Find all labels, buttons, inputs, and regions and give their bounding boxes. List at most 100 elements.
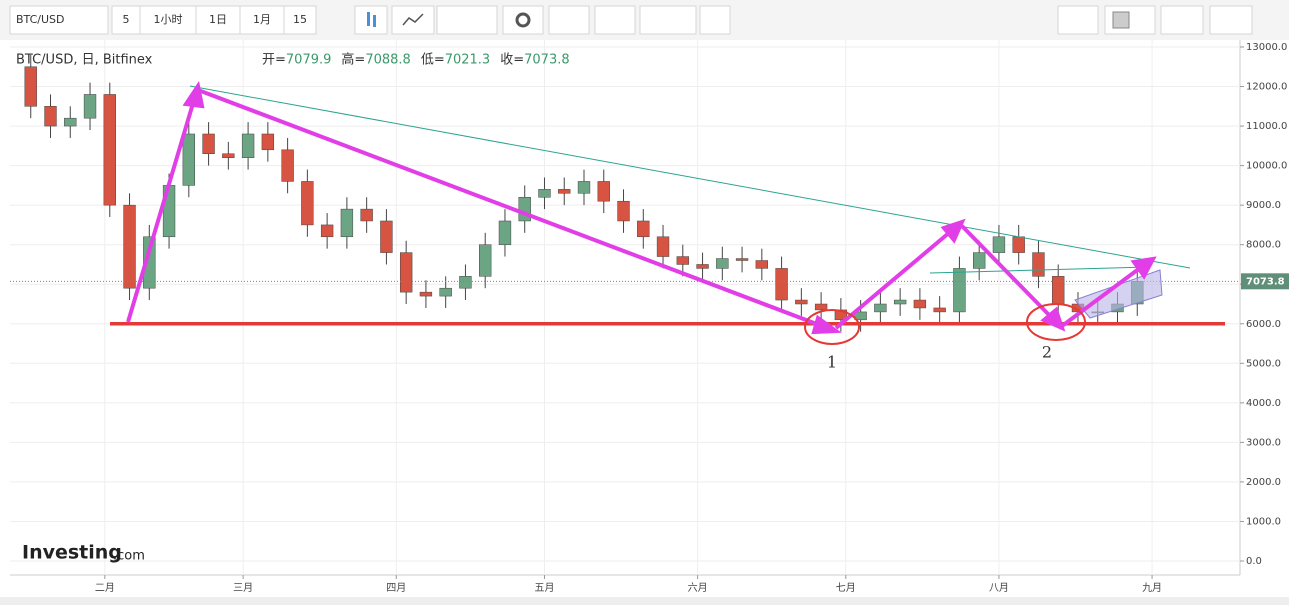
- candle-body: [597, 181, 610, 202]
- interval-button[interactable]: [111, 5, 141, 35]
- candle-body: [617, 200, 630, 222]
- ohlc-value: 7088.8: [365, 53, 411, 68]
- candle-body: [459, 276, 472, 289]
- undo-redo-button[interactable]: [639, 5, 697, 35]
- camera-button[interactable]: [1057, 5, 1099, 35]
- ohlc-value: 7079.9: [286, 53, 332, 68]
- candle-body: [814, 303, 828, 311]
- candle-body: [222, 153, 235, 158]
- x-tick-label: 九月: [1142, 582, 1162, 594]
- y-tick-label: 8000.0: [1246, 240, 1281, 251]
- interval: 5: [123, 13, 130, 26]
- symbol-box[interactable]: [9, 5, 109, 35]
- candle-body: [479, 244, 492, 277]
- interval-button[interactable]: [195, 5, 241, 35]
- logo-suffix: .com: [113, 549, 145, 564]
- last-price: 7073.8: [1246, 276, 1285, 287]
- candle-body: [340, 208, 354, 238]
- studies-button[interactable]: [548, 5, 590, 35]
- candle-body: [182, 133, 195, 186]
- y-tick-label: 13000.0: [1246, 42, 1287, 53]
- candle-body: [83, 94, 97, 119]
- x-tick-label: 五月: [534, 582, 554, 594]
- annotation: 1: [827, 353, 837, 372]
- candle-body: [261, 133, 275, 151]
- annotation: 2: [1042, 343, 1052, 362]
- candle-body: [893, 299, 907, 305]
- compare-button[interactable]: [594, 5, 636, 35]
- candle-body: [854, 311, 867, 321]
- chart-title: BTC/USD, 日, Bitfinex: [16, 53, 153, 68]
- chart-type-button[interactable]: [354, 5, 388, 35]
- candle-body: [775, 268, 788, 301]
- ohlc-value: 7021.3: [445, 53, 491, 68]
- y-tick-label: 1000.0: [1246, 516, 1281, 527]
- y-tick-label: 11000.0: [1246, 121, 1287, 132]
- interval: 15: [293, 13, 307, 26]
- candle-body: [498, 220, 512, 245]
- x-tick-label: 四月: [386, 582, 406, 594]
- ohlc-value: 7073.8: [524, 53, 570, 68]
- candle-body: [874, 303, 887, 313]
- candle-body: [1032, 252, 1045, 277]
- cloud-load-button[interactable]: [1209, 5, 1253, 35]
- y-tick-label: 5000.0: [1246, 358, 1281, 369]
- candle-body: [676, 256, 689, 265]
- interval-button[interactable]: [239, 5, 285, 35]
- candle-body: [202, 133, 215, 155]
- candle-body: [320, 224, 334, 238]
- ohlc-label: 低=: [421, 53, 445, 68]
- candle-body: [281, 149, 294, 182]
- candle-body: [103, 94, 116, 206]
- alert-button[interactable]: [699, 5, 731, 35]
- ohlc-label: 高=: [341, 52, 365, 68]
- drawings: [126, 80, 1191, 345]
- interval: 1月: [253, 13, 271, 26]
- candle-body: [735, 258, 749, 261]
- x-tick-label: 七月: [836, 582, 856, 594]
- candle-body: [439, 287, 452, 297]
- candle-body: [795, 299, 808, 305]
- candle-body: [933, 307, 946, 313]
- settings-button[interactable]: [502, 5, 544, 35]
- cloud-save-button[interactable]: [1160, 5, 1204, 35]
- candle-body: [696, 264, 709, 269]
- last-price-tag: [1241, 273, 1289, 290]
- x-tick-label: 三月: [233, 582, 253, 594]
- ohlc-label: 收=: [500, 53, 524, 68]
- interval-button[interactable]: [283, 5, 317, 35]
- candle-body: [1052, 276, 1065, 305]
- x-tick-label: 六月: [688, 582, 708, 594]
- draw-button[interactable]: [436, 5, 498, 35]
- candle-body: [538, 189, 551, 198]
- plot-area: [10, 40, 1240, 575]
- y-tick-label: 10000.0: [1246, 161, 1287, 172]
- interval: 1日: [209, 13, 227, 26]
- ohlc-label: 开=: [262, 53, 286, 68]
- candle-body: [44, 106, 57, 127]
- candle-body: [755, 260, 769, 269]
- y-tick-label: 4000.0: [1246, 398, 1281, 409]
- candle-body: [301, 181, 314, 226]
- candle-body: [637, 220, 650, 238]
- y-tick-label: 12000.0: [1246, 82, 1287, 93]
- y-tick-label: 0.0: [1246, 556, 1262, 567]
- candle-body: [1012, 236, 1025, 253]
- candle-body: [913, 299, 927, 309]
- candle-body: [123, 204, 136, 289]
- x-tick-label: 八月: [989, 582, 1009, 594]
- candle-body: [360, 208, 373, 222]
- logo: Investing: [22, 542, 122, 564]
- candle-body: [24, 66, 37, 107]
- toolbar-icons: [354, 5, 1253, 35]
- y-tick-label: 9000.0: [1246, 200, 1281, 211]
- candle-body: [64, 117, 77, 127]
- candle-body: [399, 252, 413, 293]
- candle-body: [419, 291, 433, 297]
- candle-body: [577, 181, 591, 194]
- candle-body: [380, 220, 393, 253]
- symbol: BTC/USD: [16, 13, 65, 26]
- candle-body: [992, 236, 1006, 253]
- candle-body: [656, 236, 670, 257]
